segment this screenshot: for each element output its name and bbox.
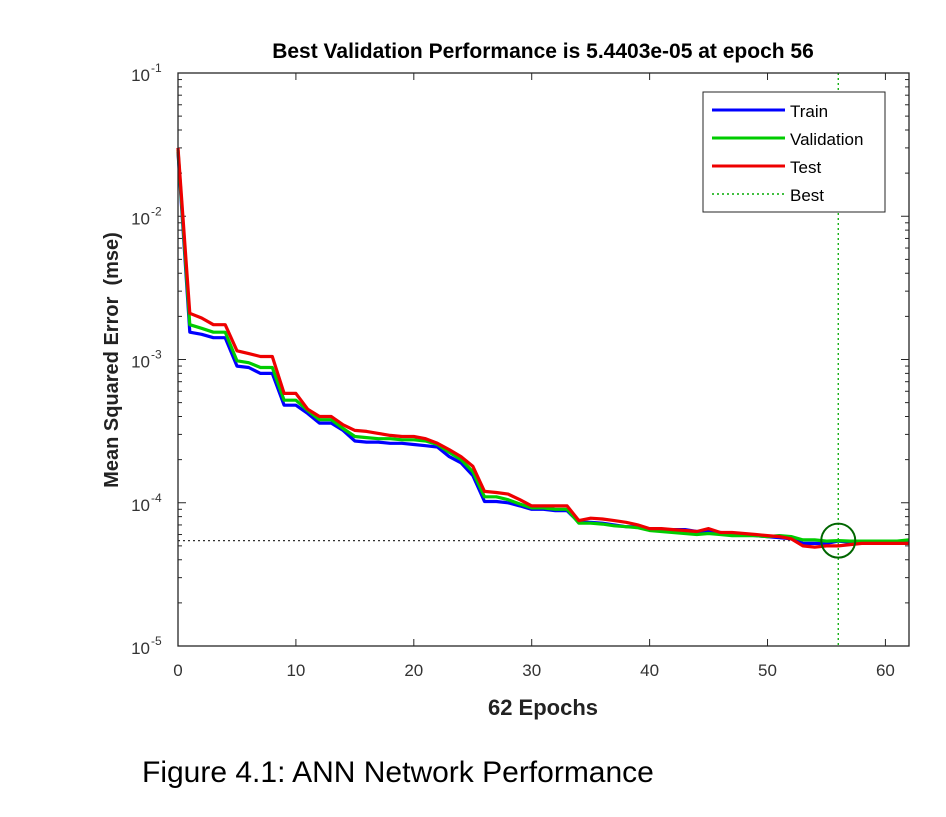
y-tick-label: 10 -4: [131, 491, 162, 515]
y-tick-base: 10: [131, 639, 150, 658]
y-tick-exponent: -3: [151, 348, 162, 362]
y-tick-base: 10: [131, 66, 150, 85]
legend-best-label: Best: [790, 186, 824, 205]
y-tick-base: 10: [131, 353, 150, 372]
x-tick-label: 10: [286, 661, 305, 680]
y-tick-exponent: -4: [151, 491, 162, 505]
y-axis-label: Mean Squared Error (mse): [101, 232, 123, 488]
x-axis-label: 62 Epochs: [488, 695, 598, 720]
series-lines: [176, 147, 910, 549]
y-tick-label: 10 -5: [131, 634, 162, 658]
figure-caption: Figure 4.1: ANN Network Performance: [142, 756, 654, 789]
x-tick-label: 30: [522, 661, 541, 680]
x-tick-label: 20: [404, 661, 423, 680]
y-tick-labels: 10-510-410-310-210-1: [131, 61, 162, 658]
y-tick-base: 10: [131, 209, 150, 228]
y-tick-label: 10 -2: [131, 204, 162, 228]
x-tick-label: 40: [640, 661, 659, 680]
y-tick-exponent: -1: [151, 61, 162, 75]
x-tick-label: 60: [876, 661, 895, 680]
y-tick-exponent: -2: [151, 204, 162, 218]
x-tick-labels: 0 10 20 30 40 50 60: [173, 661, 895, 680]
performance-chart: Best Validation Performance is 5.4403e-0…: [101, 40, 910, 720]
best-point-circle: [820, 522, 857, 559]
test-line: [176, 147, 909, 549]
x-tick-label: 50: [758, 661, 777, 680]
legend-test-label: Test: [790, 158, 821, 177]
y-tick-exponent: -5: [151, 634, 162, 648]
legend-validation-label: Validation: [790, 130, 863, 149]
chart-title: Best Validation Performance is 5.4403e-0…: [272, 40, 814, 63]
validation-line: [176, 149, 910, 543]
y-tick-label: 10 -3: [131, 348, 162, 372]
x-tick-label: 0: [173, 661, 182, 680]
y-tick-base: 10: [131, 496, 150, 515]
axes-frame: [177, 72, 910, 647]
legend: Train Validation Test Best: [702, 91, 886, 213]
axis-ticks: [177, 72, 909, 647]
legend-box: [702, 91, 886, 213]
legend-train-label: Train: [790, 102, 828, 121]
y-tick-label: 10 -1: [131, 61, 162, 85]
